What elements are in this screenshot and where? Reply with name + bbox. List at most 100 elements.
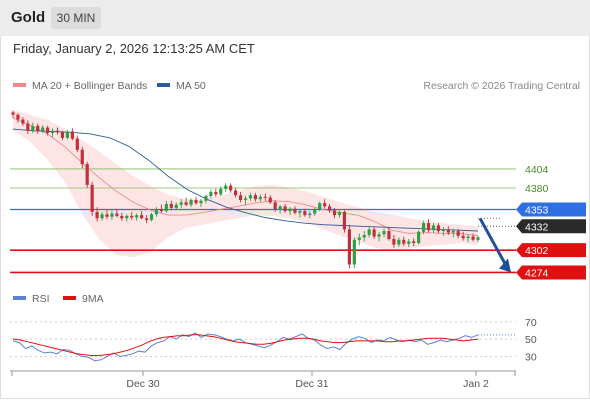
candle-body [352, 239, 356, 265]
candle-body [60, 132, 65, 138]
candle-body [90, 184, 94, 212]
candle-body [174, 204, 178, 208]
legend-9ma: 9MA [63, 293, 104, 305]
legend-rsi-label: RSI [32, 293, 50, 305]
x-tick-label: Dec 31 [295, 378, 328, 390]
candle-body [184, 202, 188, 205]
candle-body [288, 208, 292, 212]
rsi-tick-70: 70 [525, 317, 537, 329]
candle-body [337, 211, 342, 216]
candle-body [387, 231, 391, 239]
candle-body [110, 213, 114, 217]
candle-body [273, 202, 277, 210]
candle-body [130, 215, 134, 218]
level-label-4404: 4404 [525, 164, 549, 176]
candle-body [327, 206, 332, 211]
candle-body [179, 202, 183, 205]
candle-body [332, 210, 337, 216]
candle-body [55, 130, 60, 133]
candle-body [219, 188, 223, 195]
timeframe-button[interactable]: 30 MIN [51, 7, 101, 29]
candle-body [278, 206, 282, 210]
candle-body [426, 223, 431, 231]
level-tag-4302 [516, 243, 586, 258]
candle-body [214, 192, 218, 195]
candle-body [323, 203, 327, 207]
candle-body [80, 149, 84, 165]
legend-rsi: RSI [13, 293, 50, 305]
level-label-4274: 4274 [525, 267, 549, 279]
candle-body [75, 138, 79, 150]
candle-body [456, 231, 460, 236]
candle-body [46, 127, 50, 134]
candle-body [471, 236, 475, 240]
candle-body [135, 215, 139, 218]
rsi-9ma-line [12, 334, 479, 356]
candle-body [238, 195, 243, 200]
candle-body [377, 234, 381, 237]
candle-body [140, 215, 144, 219]
candle-body [308, 213, 312, 216]
candle-body [243, 198, 248, 200]
x-tick-label: Jan 2 [463, 378, 489, 390]
candle-body [100, 214, 104, 219]
candle-body [263, 196, 267, 198]
candle-body [258, 196, 262, 200]
candle-body [412, 241, 416, 243]
ma50-line [12, 128, 479, 232]
candle-body [417, 231, 421, 243]
rsi-tick-30: 30 [525, 351, 537, 363]
candle-body [164, 203, 168, 212]
candle-body [446, 229, 450, 233]
candle-body [342, 211, 347, 230]
candle-body [362, 235, 366, 238]
candle-body [476, 237, 480, 240]
candle-body [248, 195, 253, 199]
candle-body [144, 218, 149, 220]
level-label-4353: 4353 [525, 205, 549, 217]
bollinger-band [13, 110, 478, 258]
level-label-4302: 4302 [525, 245, 549, 257]
candle-body [31, 125, 35, 131]
candle-body [65, 131, 70, 138]
candle-body [347, 229, 351, 265]
candle-body [204, 196, 208, 201]
candle-body [283, 206, 287, 212]
candle-body [209, 192, 213, 196]
rsi-tick-50: 50 [525, 334, 537, 346]
copyright: Research © 2026 Trading Central [423, 80, 580, 92]
candle-body [36, 125, 40, 131]
candle-body [26, 123, 30, 131]
candle-body [224, 185, 228, 189]
level-tag-4332 [516, 219, 586, 234]
candle-body [407, 241, 411, 244]
forecast-arrow-shaft [478, 217, 508, 267]
candle-body [268, 197, 272, 203]
legend-9ma-label: 9MA [82, 293, 104, 305]
legend-ma20: MA 20 + Bollinger Bands [13, 80, 147, 92]
candle-body [11, 112, 15, 115]
candle-body [313, 209, 317, 214]
candle-body [105, 214, 109, 217]
candle-body [234, 190, 238, 196]
candle-body [194, 199, 198, 204]
candle-body [189, 199, 193, 205]
candles-group [11, 110, 480, 269]
level-label-4380: 4380 [525, 183, 549, 195]
x-tick-label: Dec 30 [126, 378, 159, 390]
candle-body [367, 229, 371, 236]
candle-body [21, 119, 25, 124]
candle-body [159, 209, 164, 212]
candle-body [125, 215, 129, 219]
candle-body [392, 239, 396, 245]
ma20-swatch [13, 83, 26, 88]
legend-ma50: MA 50 [157, 80, 206, 92]
candle-body [115, 213, 119, 216]
candle-body [397, 239, 401, 245]
candle-body [431, 225, 436, 231]
candle-body [461, 235, 465, 239]
candle-body [303, 211, 307, 216]
candle-body [85, 164, 89, 185]
candle-body [441, 229, 445, 232]
candle-body [70, 131, 74, 139]
